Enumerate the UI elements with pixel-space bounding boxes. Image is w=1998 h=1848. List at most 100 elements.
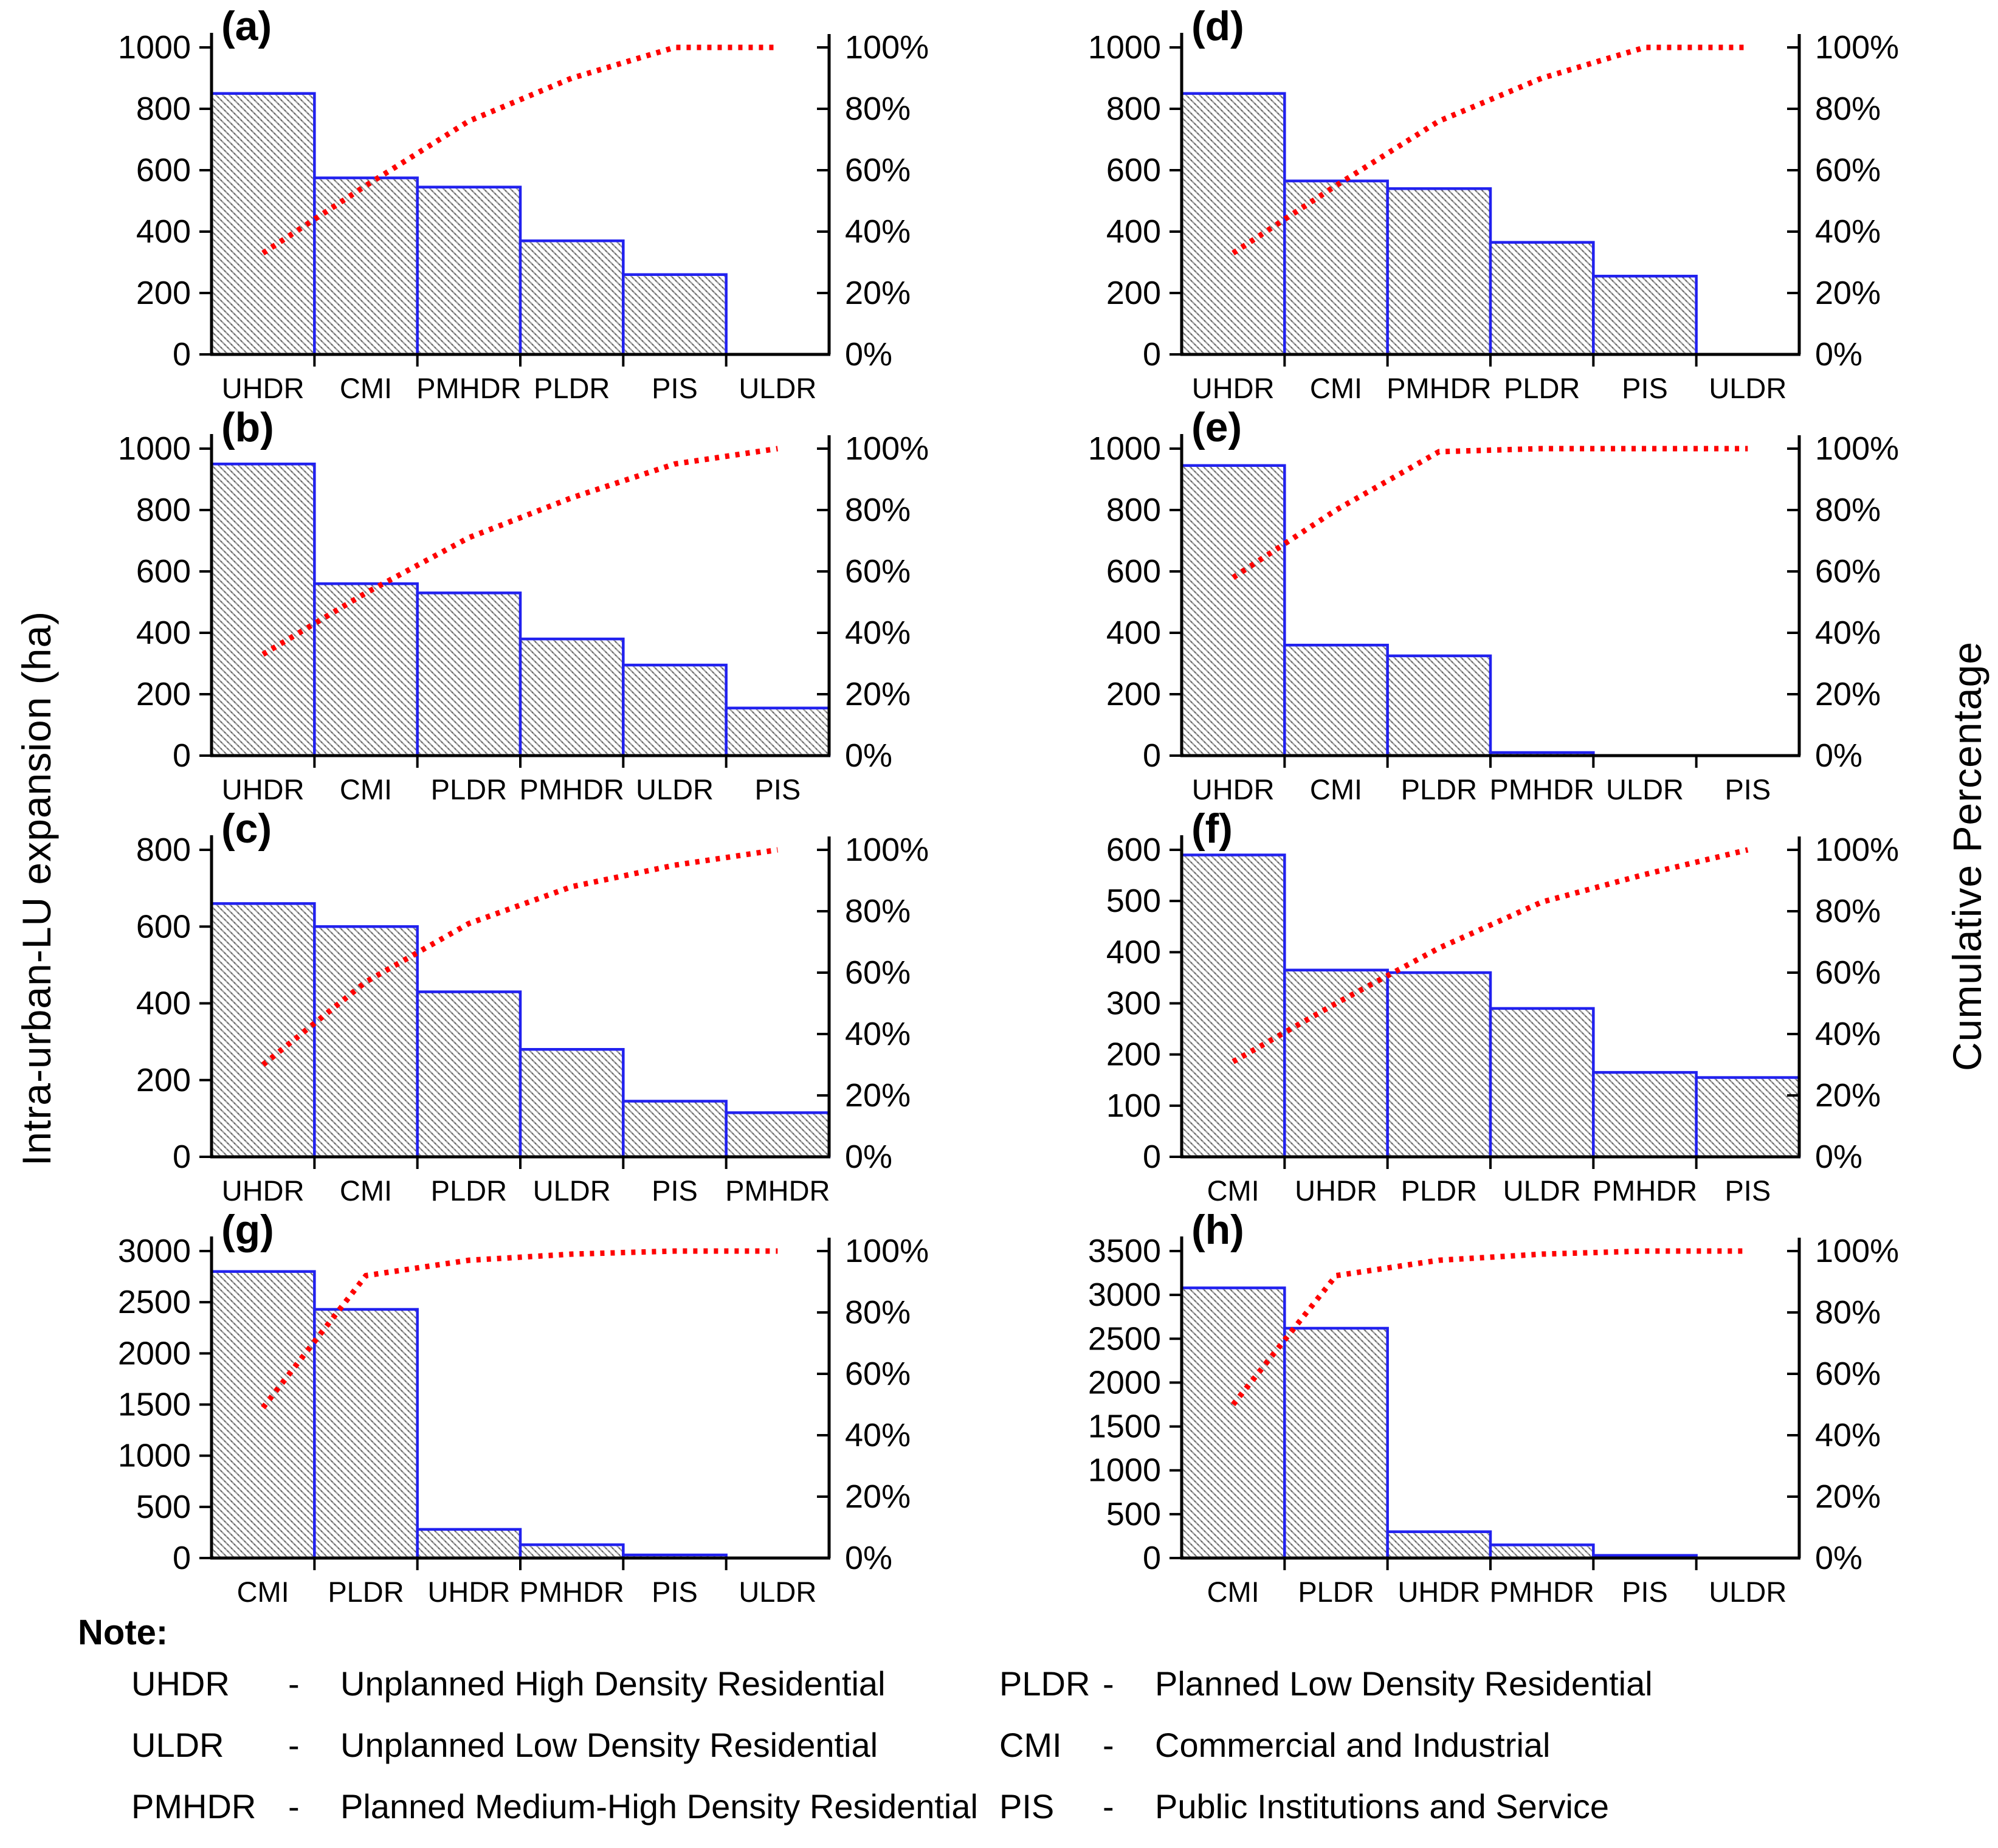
svg-text:0: 0 <box>173 737 191 774</box>
panel-label: (c) <box>221 807 272 852</box>
bar-CMI <box>313 925 419 1159</box>
note-abbr: PMHDR <box>131 1787 257 1826</box>
svg-text:100%: 100% <box>1815 430 1899 467</box>
bar-PLDR <box>1489 241 1595 356</box>
svg-text:60%: 60% <box>845 954 911 991</box>
bar-PIS <box>1592 274 1698 356</box>
x-tick-label: ULDR <box>1503 1174 1581 1207</box>
x-tick-label: PMHDR <box>520 1576 624 1608</box>
svg-text:400: 400 <box>136 213 191 250</box>
note-section: Note: UHDR - Unplanned High Density Resi… <box>78 1612 1962 1848</box>
note-definition: Public Institutions and Service <box>1155 1787 1610 1826</box>
bar-CMI <box>313 176 419 356</box>
cumulative-line <box>1232 847 1749 1064</box>
svg-text:0%: 0% <box>1815 336 1862 373</box>
svg-text:2500: 2500 <box>118 1284 191 1320</box>
svg-text:500: 500 <box>136 1489 191 1525</box>
svg-text:40%: 40% <box>845 615 911 651</box>
x-tick-label: PLDR <box>1401 773 1477 805</box>
svg-text:400: 400 <box>136 615 191 651</box>
svg-text:800: 800 <box>1106 91 1161 127</box>
bar-CMI <box>210 1270 316 1560</box>
chart-svg-b: 0 200 400 600 800 1000 UHDR CMI PLDR PMHDR ULDR PIS… <box>118 406 929 805</box>
svg-text:100%: 100% <box>845 1233 929 1269</box>
svg-text:600: 600 <box>1106 152 1161 188</box>
svg-text:0: 0 <box>1143 737 1161 774</box>
note-dash: - <box>288 1664 300 1703</box>
x-tick-label: PLDR <box>328 1576 404 1608</box>
svg-text:20%: 20% <box>845 1478 911 1515</box>
bar-PMHDR <box>1386 187 1492 356</box>
svg-text:60%: 60% <box>1815 1356 1881 1392</box>
svg-text:100%: 100% <box>1815 832 1899 868</box>
note-row-cmi: CMI - Commercial and Industrial <box>999 1725 1962 1765</box>
x-tick-label: ULDR <box>739 1576 816 1608</box>
svg-text:600: 600 <box>136 152 191 188</box>
bar-PLDR <box>416 591 522 757</box>
note-definition: Unplanned High Density Residential <box>340 1664 886 1703</box>
svg-text:1000: 1000 <box>118 430 191 467</box>
x-tick-label: PIS <box>652 1174 698 1207</box>
bar-PLDR <box>1386 971 1492 1159</box>
svg-text:400: 400 <box>1106 934 1161 970</box>
svg-text:500: 500 <box>1106 1496 1161 1533</box>
bar-PIS <box>1695 1076 1801 1159</box>
x-tick-label: CMI <box>340 773 392 805</box>
note-row-pldr: PLDR - Planned Low Density Residential <box>999 1664 1962 1703</box>
svg-text:20%: 20% <box>1815 1077 1881 1114</box>
cumulative-line <box>261 44 778 256</box>
note-dash: - <box>288 1787 300 1826</box>
svg-text:40%: 40% <box>1815 1016 1881 1052</box>
svg-text:80%: 80% <box>845 492 911 528</box>
svg-text:0: 0 <box>1143 336 1161 373</box>
svg-text:80%: 80% <box>1815 1294 1881 1331</box>
svg-text:100%: 100% <box>845 430 929 467</box>
x-tick-label: UHDR <box>1192 773 1275 805</box>
svg-text:80%: 80% <box>1815 893 1881 929</box>
x-tick-label: CMI <box>237 1576 289 1608</box>
svg-text:3500: 3500 <box>1088 1233 1161 1269</box>
x-tick-label: PMHDR <box>520 773 624 805</box>
chart-svg-a: 0 200 400 600 800 1000 UHDR CMI PMHDR PLDR PIS ULDR… <box>118 5 929 404</box>
cumulative-line <box>261 1248 778 1410</box>
note-abbr: PIS <box>999 1787 1055 1826</box>
bar-PMHDR <box>1489 1543 1595 1560</box>
bar-PIS <box>622 273 728 356</box>
x-tick-label: CMI <box>1207 1576 1259 1608</box>
svg-text:0%: 0% <box>1815 737 1862 774</box>
bar-UHDR <box>1283 968 1389 1159</box>
x-tick-label: UHDR <box>222 1174 305 1207</box>
x-tick-label: PIS <box>754 773 801 805</box>
svg-text:0: 0 <box>173 1139 191 1175</box>
chart-svg-f: 0 100 200 300 400 500 600 CMI UHDR PLDR ULDR PMHDR P… <box>1106 807 1899 1207</box>
note-definition: Planned Low Density Residential <box>1155 1664 1653 1703</box>
panel-label: (e) <box>1191 406 1242 450</box>
svg-text:200: 200 <box>1106 1036 1161 1073</box>
svg-text:200: 200 <box>1106 275 1161 311</box>
svg-text:400: 400 <box>1106 615 1161 651</box>
x-tick-label: ULDR <box>739 372 816 404</box>
cumulative-line <box>261 446 778 657</box>
x-tick-label: CMI <box>340 372 392 404</box>
bar-PLDR <box>313 1308 419 1560</box>
bar-UHDR <box>1386 1530 1492 1560</box>
svg-text:40%: 40% <box>1815 1417 1881 1453</box>
bar-PMHDR <box>518 637 625 757</box>
svg-text:20%: 20% <box>1815 275 1881 311</box>
bar-ULDR <box>622 663 728 757</box>
svg-text:800: 800 <box>1106 492 1161 528</box>
note-row-uhdr: UHDR - Unplanned High Density Residentia… <box>131 1664 999 1703</box>
svg-text:2000: 2000 <box>118 1335 191 1371</box>
note-column-left: UHDR - Unplanned High Density Residentia… <box>131 1664 999 1848</box>
x-tick-label: PLDR <box>1298 1576 1374 1608</box>
x-tick-label: ULDR <box>1709 372 1786 404</box>
svg-text:100%: 100% <box>845 832 929 868</box>
svg-text:0: 0 <box>1143 1540 1161 1576</box>
note-abbr: CMI <box>999 1726 1062 1764</box>
svg-text:100%: 100% <box>1815 29 1899 66</box>
note-abbr: UHDR <box>131 1664 230 1703</box>
bar-PLDR <box>1283 1326 1389 1560</box>
svg-text:0%: 0% <box>845 1139 892 1175</box>
panel-label: (b) <box>221 406 274 450</box>
x-tick-label: PMHDR <box>1387 372 1491 404</box>
